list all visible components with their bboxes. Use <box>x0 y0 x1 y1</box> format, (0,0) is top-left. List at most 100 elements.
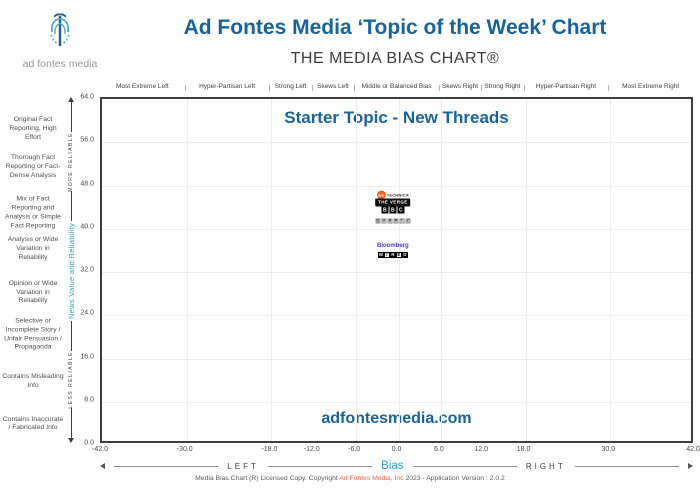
y-tick-label: 0.0 <box>84 439 94 447</box>
page-subtitle: THE MEDIA BIAS CHART® <box>290 50 500 67</box>
gridline-y-40 <box>102 228 691 230</box>
letter-box: U <box>381 218 387 224</box>
watermark-url: adfontesmedia.com <box>321 410 472 427</box>
gridline-y-8 <box>102 401 691 403</box>
gridline-x-0 <box>398 99 400 441</box>
gridline-x--30 <box>186 99 188 441</box>
gridline-y-56 <box>102 142 691 144</box>
bias-boundary-tick <box>354 85 356 91</box>
bias-boundary-tick <box>608 85 610 91</box>
fountain-icon <box>50 13 70 47</box>
bias-boundary-tick <box>311 85 313 91</box>
reliability-category-label: Selective or Incomplete Story / Unfair P… <box>4 317 62 351</box>
x-tick-label: 12.0 <box>474 446 489 453</box>
y-tick-label: 64.0 <box>80 93 94 101</box>
page-title: Ad Fontes Media ‘Topic of the Week’ Char… <box>183 16 607 39</box>
x-tick-label: 30.0 <box>601 446 616 453</box>
license-footer: Media Bias Chart (R) Licensed Copy. Copy… <box>0 475 700 482</box>
x-axis-title-row: LEFT Bias RIGHT <box>100 458 694 474</box>
bias-category-label: Strong Right <box>484 83 521 90</box>
y-axis-ticks: 64.0 56.0 48.0 40.0 32.0 24.0 16.0 8.0 0.0 <box>74 93 96 447</box>
reliability-category-label: Contains Misleading Info <box>2 373 64 389</box>
ad-fontes-logo: ad fontes media <box>14 10 106 70</box>
gridline-x-18 <box>525 99 527 441</box>
footer-text-after: 2023 - Application Version : 2.0.2 <box>403 475 505 482</box>
footer-text-before: Media Bias Chart (R) Licensed Copy. Copy… <box>195 475 340 482</box>
bias-boundary-tick <box>269 85 271 91</box>
ars-badge: ars <box>376 190 386 200</box>
letter-block: I <box>383 251 390 258</box>
letter-block: B <box>389 206 397 214</box>
arrow-left-icon <box>100 463 105 469</box>
y-tick-label: 32.0 <box>80 266 94 274</box>
bias-category-label: Middle or Balanced Bias <box>361 83 432 90</box>
left-label: LEFT <box>227 461 259 471</box>
x-tick-label: -42.0 <box>92 446 108 453</box>
bias-category-label: Most Extreme Left <box>115 83 169 90</box>
y-tick-label: 16.0 <box>80 353 94 360</box>
gridline-y-16 <box>102 358 691 360</box>
reliability-category-label: Mix of Fact Reporting and Analysis or Si… <box>5 195 61 230</box>
letter-block: R <box>389 251 396 258</box>
y-tick-label: 8.0 <box>84 396 94 404</box>
arrow-up-icon <box>68 97 74 102</box>
letter-block: E <box>395 251 402 258</box>
letter-box: Z <box>405 218 411 224</box>
y-tick-label: 40.0 <box>80 223 94 231</box>
x-tick-label: 0.0 <box>391 446 402 453</box>
gridline-x--6 <box>356 99 358 441</box>
plot-area: Starter Topic - New Threads adfontesmedi… <box>100 97 693 443</box>
x-tick-label: -30.0 <box>176 446 193 453</box>
y-axis-title-strip: MORE RELIABLE News Value and Reliability… <box>64 97 78 443</box>
x-tick-label: -12.0 <box>303 446 320 453</box>
ad-fontes-link[interactable]: Ad Fontes Media, Inc <box>339 475 404 482</box>
bias-category-label: Strong Left <box>274 83 307 90</box>
right-label: RIGHT <box>525 461 566 471</box>
bias-boundary-tick <box>523 85 525 91</box>
x-axis-ticks: -42.0 -30.0 -18.0 -12.0 -6.0 0.0 6.0 12.0 18.0 30… <box>92 446 700 456</box>
bias-category-label: Hyper-Partisan Right <box>535 83 597 90</box>
text-wordmark: Bloomberg <box>377 242 409 249</box>
y-tick-label: 48.0 <box>80 180 94 187</box>
x-tick-label: 6.0 <box>433 446 444 453</box>
gridline-y-32 <box>102 272 691 273</box>
chart-topic-title: Starter Topic - New Threads <box>284 108 509 127</box>
x-tick-label: -18.0 <box>261 446 278 453</box>
letter-box: A <box>387 218 393 224</box>
bias-boundary-tick <box>481 85 483 91</box>
outlet-logo-bloomberg: Bloomberg <box>377 243 409 249</box>
bias-boundary-tick <box>184 85 186 91</box>
letter-box: R <box>393 218 399 224</box>
outlet-logo-ars-technica: ars TECHNICA <box>376 190 409 200</box>
gridline-x-6 <box>440 99 442 441</box>
chip-wordmark: THE VERGE <box>375 198 411 207</box>
letter-box: Q <box>375 218 381 224</box>
x-tick-label: -6.0 <box>348 446 361 453</box>
arrow-right-icon <box>688 463 694 469</box>
x-axis-title: Bias <box>381 460 404 472</box>
reliability-category-label: Analysis or Wide Variation in Reliabilit… <box>7 236 59 261</box>
gridline-y-48 <box>102 185 691 187</box>
letter-block: B <box>381 206 389 214</box>
outlet-logo-the-verge: THE VERGE <box>373 197 413 208</box>
y-tick-label: 56.0 <box>80 136 94 144</box>
y-tick-label: 24.0 <box>80 309 94 317</box>
arrow-down-icon <box>68 437 74 443</box>
letter-block: C <box>397 206 405 214</box>
reliability-category-label: Opinion or Wide Variation in Reliability <box>8 279 58 305</box>
reliability-category-axis: Original Fact Reporting, High Effort Thor… <box>2 97 64 443</box>
gridline-x--18 <box>271 99 273 441</box>
gridline-x-30 <box>610 99 612 441</box>
bias-category-axis: Most Extreme Left Hyper-Partisan Left Stro… <box>100 80 693 95</box>
letter-box: T <box>399 218 405 224</box>
letter-block: D <box>401 251 408 258</box>
bias-category-label: Hyper-Partisan Left <box>199 83 256 90</box>
reliability-category-label: Original Fact Reporting, High Effort <box>9 116 57 141</box>
logo-wordmark: ad fontes media <box>22 58 98 70</box>
x-tick-label: 18.0 <box>516 446 531 453</box>
x-tick-label: 42.0 <box>686 446 700 453</box>
